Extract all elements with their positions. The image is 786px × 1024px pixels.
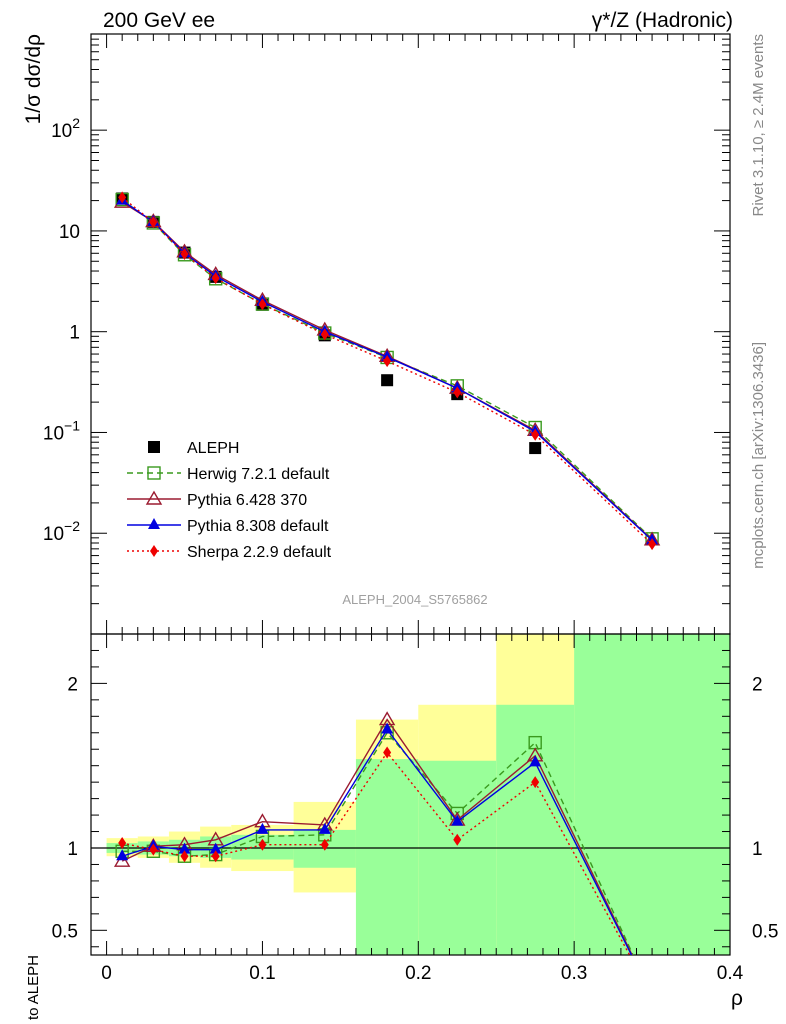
ratio-ylabel: Ratio to ALEPH — [25, 955, 42, 1024]
x-tick-label: 0.4 — [717, 963, 744, 984]
point-sherpa-2-2-9-default — [180, 248, 189, 261]
ratio-point-pythia-8-308-default — [318, 822, 331, 834]
ratio-point-pythia-8-308-default — [381, 722, 394, 734]
x-tick-label: 0.2 — [405, 963, 431, 984]
xlabel: ρ — [731, 987, 743, 1010]
main-y-tick-exponent: −2 — [64, 518, 80, 534]
ratio-point-sherpa-2-2-9-default — [211, 850, 220, 863]
point-sherpa-2-2-9-default — [648, 538, 657, 551]
ratio-series-group — [113, 711, 634, 955]
legend-label-pythia-6-428-370: Pythia 6.428 370 — [187, 492, 307, 509]
ratio-y-tick-label-right: 1 — [752, 839, 763, 860]
series-line-sherpa-2-2-9-default — [121, 196, 653, 545]
legend: ALEPH Herwig 7.2.1 default Pythia 6.428 37… — [127, 440, 332, 561]
series-line-pythia-8-308-default — [121, 200, 653, 541]
legend-marker-pythia-8-308-default — [148, 518, 160, 529]
ratio-y-tick-label-right: 0.5 — [752, 921, 778, 942]
point-aleph — [529, 442, 542, 455]
ratio-axis-ticks: 0 0.1 0.2 0.3 0.4 0.5 0.5 1 1 2 2 — [52, 634, 778, 984]
ratio-y-tick-label-right: 2 — [752, 674, 763, 695]
band-green-6 — [355, 759, 419, 955]
ratio-point-sherpa-2-2-9-default — [118, 837, 127, 850]
band-green-7 — [418, 760, 497, 955]
ratio-line-pythia-8-308-default — [121, 728, 633, 955]
ratio-point-sherpa-2-2-9-default — [531, 776, 540, 789]
ratio-y-tick-label: 0.5 — [52, 921, 78, 942]
ratio-point-pythia-8-308-default — [116, 849, 129, 861]
legend-marker-sherpa-2-2-9-default — [150, 545, 158, 557]
ratio-point-pythia-8-308-default — [209, 842, 222, 854]
point-sherpa-2-2-9-default — [531, 428, 540, 441]
ratio-point-sherpa-2-2-9-default — [149, 843, 158, 856]
title-right: γ*/Z (Hadronic) — [592, 9, 733, 32]
main-y-tick-mantissa: 10 — [43, 524, 64, 545]
main-y-tick-label: 10−1 — [43, 417, 80, 444]
main-y-tick-label: 10 — [59, 222, 80, 243]
ratio-line-pythia-6-428-370 — [121, 718, 633, 955]
series-line-herwig-7-2-1-default — [121, 198, 653, 540]
legend-label-herwig-7-2-1-default: Herwig 7.2.1 default — [187, 466, 330, 483]
ratio-y-tick-label: 1 — [67, 839, 78, 860]
ratio-line-herwig-7-2-1-default — [122, 731, 634, 955]
main-y-tick-label: 1 — [69, 323, 80, 344]
main-y-tick-mantissa: 10 — [43, 423, 64, 444]
point-sherpa-2-2-9-default — [149, 216, 158, 229]
main-ylabel: 1/σ dσ/dρ — [22, 34, 45, 124]
series-line-pythia-6-428-370 — [121, 201, 653, 541]
analysis-watermark: ALEPH_2004_S5765862 — [342, 592, 487, 607]
ratio-y-tick-label: 2 — [67, 674, 78, 695]
main-y-tick-label: 10−2 — [43, 518, 80, 545]
band-green-9 — [574, 634, 730, 955]
main-series-group — [113, 191, 661, 551]
legend-marker-aleph — [148, 441, 160, 453]
ratio-point-sherpa-2-2-9-default — [383, 746, 392, 759]
ratio-point-pythia-8-308-default — [178, 842, 191, 854]
title-left: 200 GeV ee — [103, 9, 215, 32]
ratio-point-sherpa-2-2-9-default — [453, 833, 462, 846]
main-y-tick-label: 102 — [51, 115, 80, 142]
ratio-point-sherpa-2-2-9-default — [180, 850, 189, 863]
legend-label-aleph: ALEPH — [187, 440, 239, 457]
point-sherpa-2-2-9-default — [453, 386, 462, 399]
band-green-8 — [496, 704, 575, 955]
ratio-point-pythia-8-308-default — [451, 814, 464, 826]
point-aleph — [381, 374, 394, 387]
point-sherpa-2-2-9-default — [383, 355, 392, 368]
legend-marker-herwig-7-2-1-default — [147, 466, 161, 480]
x-tick-label: 0.1 — [249, 963, 275, 984]
point-sherpa-2-2-9-default — [258, 298, 267, 311]
main-y-tick-mantissa: 10 — [51, 121, 72, 142]
legend-marker-pythia-6-428-370 — [145, 490, 163, 505]
point-sherpa-2-2-9-default — [320, 328, 329, 341]
x-tick-label: 0.3 — [561, 963, 587, 984]
mcplots-label: mcplots.cern.ch [arXiv:1306.3436] — [750, 342, 767, 569]
point-sherpa-2-2-9-default — [118, 191, 127, 204]
main-y-tick-exponent: −1 — [64, 417, 80, 433]
ratio-point-sherpa-2-2-9-default — [258, 838, 267, 851]
legend-label-pythia-8-308-default: Pythia 8.308 default — [187, 518, 329, 535]
ratio-point-pythia-8-308-default — [256, 822, 269, 834]
main-y-tick-exponent: 2 — [72, 115, 80, 131]
x-tick-label: 0 — [101, 963, 112, 984]
ratio-point-pythia-8-308-default — [529, 755, 542, 767]
rivet-label: Rivet 3.1.10, ≥ 2.4M events — [750, 34, 767, 217]
ratio-plot-frame — [90, 633, 731, 956]
uncertainty-bands — [106, 634, 730, 955]
legend-label-sherpa-2-2-9-default: Sherpa 2.2.9 default — [187, 544, 332, 561]
point-sherpa-2-2-9-default — [211, 272, 220, 285]
ratio-point-sherpa-2-2-9-default — [320, 838, 329, 851]
